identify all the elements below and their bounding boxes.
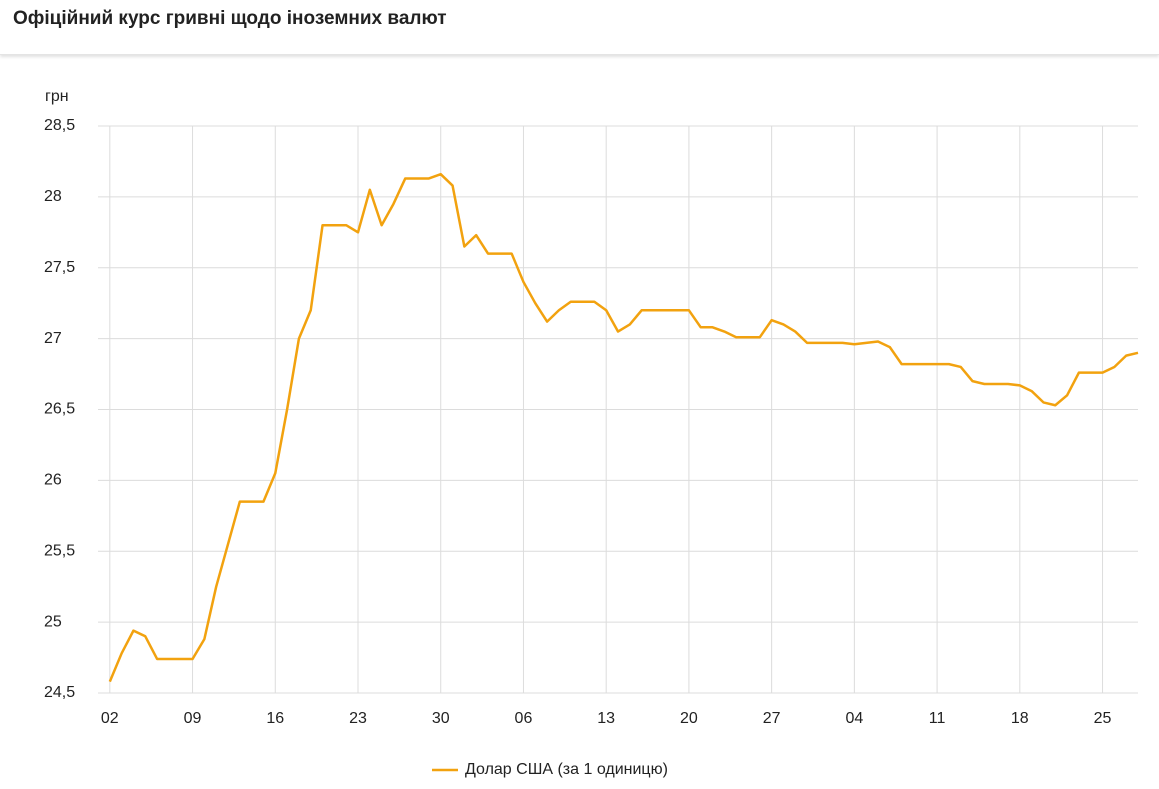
x-tick-label: 02 [101, 710, 119, 727]
x-tick-label: 13 [597, 710, 615, 727]
x-tick-label: 04 [845, 710, 863, 727]
header: Офіційний курс гривні щодо іноземних вал… [0, 0, 1159, 55]
x-tick-label: 06 [515, 710, 533, 727]
y-tick-label: 27,5 [44, 259, 75, 276]
y-tick-label: 25,5 [44, 542, 75, 559]
x-tick-label: 30 [432, 710, 450, 727]
line-series [108, 172, 1139, 683]
y-axis-label: грн [45, 88, 69, 105]
y-tick-label: 25 [44, 613, 62, 630]
x-tick-label: 23 [349, 710, 367, 727]
y-tick-label: 26 [44, 472, 62, 489]
y-tick-label: 26,5 [44, 401, 75, 418]
y-tick-label: 27 [44, 330, 62, 347]
y-tick-label: 28 [44, 188, 62, 205]
x-tick-label: 11 [929, 710, 946, 727]
y-tick-label: 28,5 [44, 117, 75, 134]
chart-title: Офіційний курс гривні щодо іноземних вал… [13, 8, 447, 29]
x-tick-label: 27 [763, 710, 781, 727]
x-tick-label: 20 [680, 710, 698, 727]
x-tick-label: 09 [184, 710, 202, 727]
x-tick-label: 25 [1094, 710, 1112, 727]
x-tick-label: 18 [1011, 710, 1029, 727]
x-tick-label: 16 [266, 710, 284, 727]
legend-label: Долар США (за 1 одиницю) [465, 761, 668, 778]
y-tick-label: 24,5 [44, 684, 75, 701]
